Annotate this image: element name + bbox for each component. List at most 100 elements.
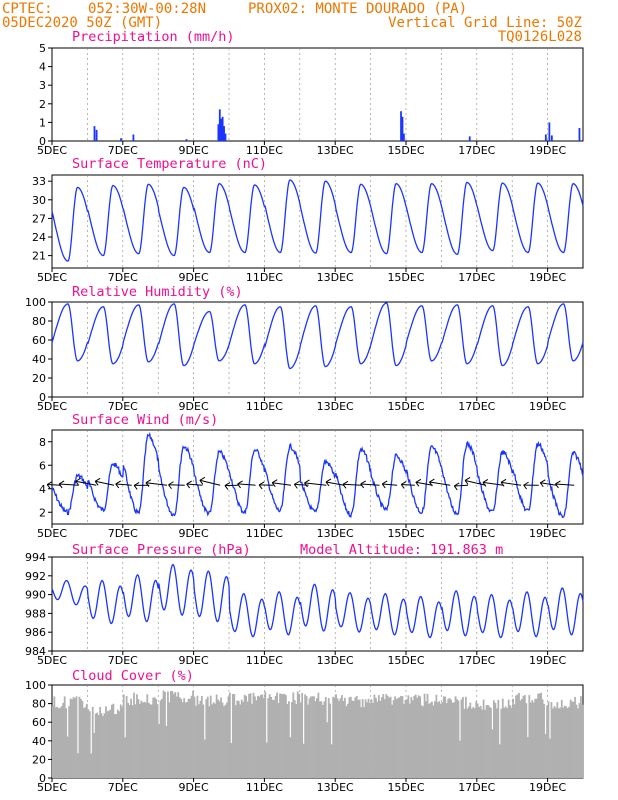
wind-arrow: [482, 481, 504, 486]
precip-bar: [221, 116, 224, 141]
cloud-bar: [429, 702, 432, 778]
cloud-bar: [431, 701, 433, 778]
cloud-bar: [53, 696, 56, 778]
cloud-bar: [388, 697, 391, 778]
cloud-bar: [504, 706, 507, 778]
wind-arrow: [464, 480, 486, 486]
y-tick-label: 80: [32, 315, 46, 328]
cloud-bar: [375, 697, 377, 778]
x-tick-label: 5DEC: [37, 144, 67, 157]
cloud-bar: [220, 697, 222, 778]
cloud-bar: [295, 704, 298, 778]
cloud-bar: [522, 695, 525, 778]
cloud-bar: [105, 706, 107, 778]
precip-bar: [468, 136, 471, 141]
cloud-bar: [189, 698, 191, 778]
x-tick-label: 19DEC: [529, 527, 566, 540]
cloud-bar: [161, 698, 163, 778]
cloud-bar: [88, 711, 91, 778]
cloud-bar: [414, 694, 417, 778]
cloud-bar: [293, 700, 296, 778]
precip-bar: [220, 118, 223, 141]
cloud-bar: [333, 697, 336, 778]
cloud-bar: [467, 706, 470, 778]
cloud-bar: [401, 696, 404, 778]
cloud-bar: [420, 705, 423, 778]
y-tick-label: 24: [32, 231, 46, 244]
cloud-bar: [515, 695, 517, 778]
cloud-bar: [143, 701, 146, 778]
cloud-bar: [341, 695, 343, 778]
x-tick-label: 13DEC: [317, 144, 354, 157]
cloud-bar: [136, 694, 138, 778]
cloud-bar: [537, 693, 540, 778]
humidity-series-line: [51, 302, 584, 370]
wind-arrow-head: [500, 478, 507, 487]
cloud-bar: [413, 695, 416, 778]
cloud-bar: [246, 701, 249, 778]
cloud-bar: [139, 703, 141, 778]
cloud-bar: [571, 701, 573, 778]
header-coords: 052:30W-00:28N: [88, 1, 206, 17]
precip-bar: [120, 138, 122, 141]
cloud-bar: [457, 700, 460, 778]
cloud-bar: [438, 701, 441, 778]
cloud-bar: [158, 723, 160, 778]
cloud-bar: [112, 703, 115, 778]
cloud-bar: [559, 707, 562, 778]
cloud-bar: [252, 692, 255, 778]
x-tick-label: 13DEC: [317, 271, 354, 284]
cloud-bar: [202, 704, 205, 778]
cloud-bar: [96, 712, 99, 778]
cloud-bar: [351, 700, 354, 778]
cloud-bar: [298, 693, 301, 778]
cloud-bar: [167, 691, 169, 778]
x-tick-label: 11DEC: [246, 144, 283, 157]
y-tick-label: 40: [32, 735, 46, 748]
cloud-bar: [134, 704, 137, 778]
wind-arrow: [540, 482, 557, 486]
cloud-bar: [376, 701, 379, 778]
cloud-bar: [122, 694, 125, 778]
wind-arrow: [429, 481, 451, 486]
cloud-bar: [68, 706, 70, 778]
x-tick-label: 5DEC: [37, 654, 67, 667]
x-tick-label: 15DEC: [387, 271, 424, 284]
x-tick-label: 5DEC: [37, 781, 67, 794]
cloud-bar: [408, 703, 411, 778]
precip-bar: [224, 133, 227, 141]
y-tick-label: 21: [32, 250, 46, 263]
y-tick-label: 988: [25, 607, 46, 620]
cloud-bar: [283, 693, 286, 778]
cloud-bar: [251, 703, 253, 778]
x-tick-label: 13DEC: [317, 781, 354, 794]
cloud-bar: [355, 696, 358, 778]
y-tick-label: 990: [25, 589, 46, 602]
wind-arrow: [59, 483, 79, 486]
precip-bar: [95, 129, 98, 141]
cloud-bar: [215, 694, 218, 778]
cloud-bar: [448, 698, 451, 778]
x-tick-label: 11DEC: [246, 271, 283, 284]
cloud-bar: [441, 702, 444, 778]
cloud-bar: [199, 700, 202, 778]
x-tick-label: 19DEC: [529, 271, 566, 284]
cloud-bar: [580, 696, 582, 778]
x-tick-label: 15DEC: [387, 654, 424, 667]
cloud-bar: [239, 704, 242, 778]
cloud-bar: [205, 699, 208, 778]
cloud-bar: [509, 705, 512, 778]
cloud-bar: [348, 697, 351, 778]
y-tick-label: 3: [39, 79, 46, 92]
cloud-bar: [456, 699, 458, 778]
cloud-bar: [264, 691, 267, 778]
cloud-bar: [200, 696, 203, 778]
wind-arrow-head: [555, 480, 561, 489]
cloud-bar: [289, 737, 292, 778]
cloud-bar: [503, 707, 506, 778]
wind-arrow: [360, 483, 380, 486]
cloud-bar: [422, 706, 424, 778]
cloud-bar: [234, 705, 237, 778]
cloud-bar: [195, 705, 197, 778]
panel-frame: [51, 47, 584, 142]
